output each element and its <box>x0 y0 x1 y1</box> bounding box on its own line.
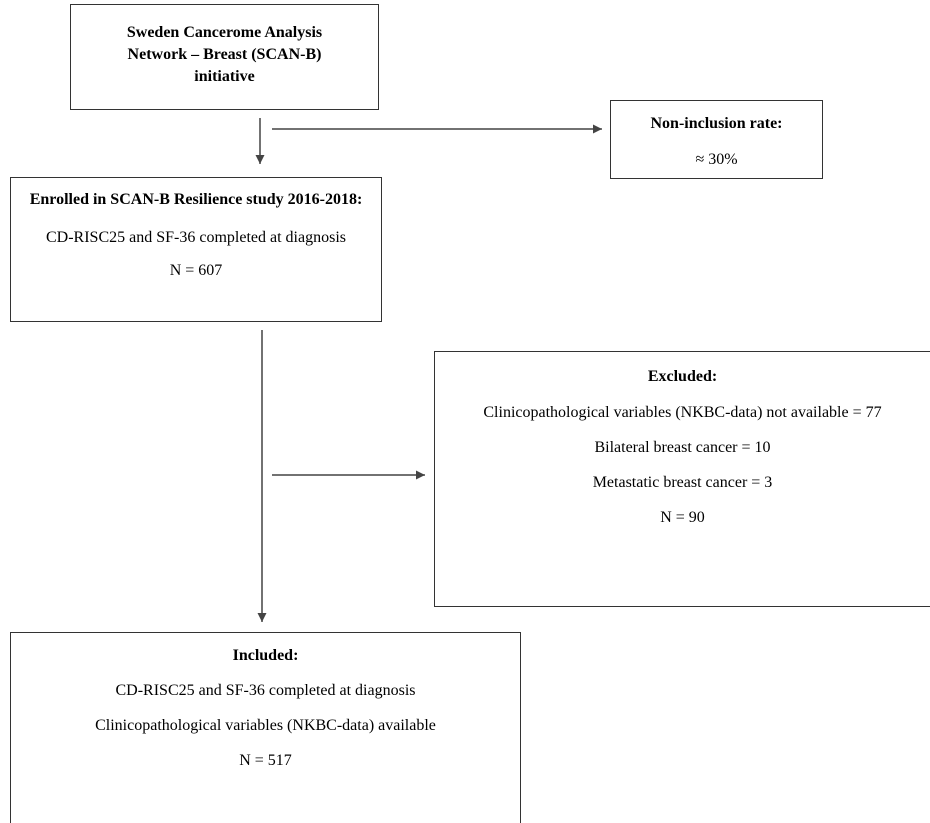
box-title: Excluded: <box>647 368 718 385</box>
box-line: Sweden Cancerome Analysis <box>126 24 323 41</box>
box-line: Clinicopathological variables (NKBC-data… <box>483 404 882 421</box>
box-title: Enrolled in SCAN-B Resilience study 2016… <box>29 191 363 208</box>
box-title: Included: <box>232 647 299 664</box>
box-line: initiative <box>194 68 255 85</box>
source-box: Sweden Cancerome Analysis Network – Brea… <box>70 4 379 110</box>
box-title: Non-inclusion rate: <box>650 115 783 132</box>
box-line: Network – Breast (SCAN-B) <box>127 46 322 63</box>
box-line: Clinicopathological variables (NKBC-data… <box>95 717 436 734</box>
box-line: CD-RISC25 and SF-36 completed at diagnos… <box>115 682 416 699</box>
enrolled-box: Enrolled in SCAN-B Resilience study 2016… <box>10 177 382 322</box>
box-line: CD-RISC25 and SF-36 completed at diagnos… <box>46 229 346 246</box>
excluded-box: Excluded: Clinicopathological variables … <box>434 351 930 607</box>
box-line: Metastatic breast cancer = 3 <box>592 474 773 491</box>
included-box: Included: CD-RISC25 and SF-36 completed … <box>10 632 521 823</box>
box-line: ≈ 30% <box>695 151 738 168</box>
box-line: N = 517 <box>239 752 292 769</box>
box-line: N = 90 <box>660 509 705 526</box>
box-line: N = 607 <box>169 262 223 279</box>
non-inclusion-box: Non-inclusion rate: ≈ 30% <box>610 100 823 179</box>
box-line: Bilateral breast cancer = 10 <box>594 439 771 456</box>
